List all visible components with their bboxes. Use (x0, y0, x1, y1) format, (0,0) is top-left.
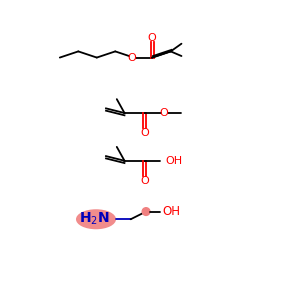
Text: OH: OH (163, 205, 181, 218)
Text: O: O (128, 52, 136, 63)
Text: OH: OH (165, 156, 182, 166)
Text: O: O (159, 108, 168, 118)
Text: O: O (148, 32, 157, 43)
Text: O: O (140, 128, 149, 138)
Text: H$_2$N: H$_2$N (79, 211, 110, 227)
Circle shape (142, 208, 150, 215)
Text: O: O (140, 176, 149, 186)
Ellipse shape (76, 209, 116, 229)
